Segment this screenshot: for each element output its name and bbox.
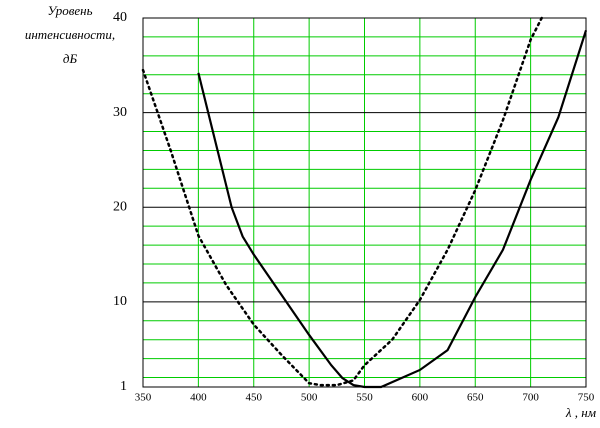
y-tick-label: 10 xyxy=(113,294,127,309)
y-tick-label: 1 xyxy=(120,379,127,394)
y-axis-label: дБ xyxy=(63,51,78,66)
x-tick-label: 750 xyxy=(578,392,595,404)
x-tick-label: 500 xyxy=(301,392,318,404)
data-line xyxy=(141,16,543,387)
y-tick-label: 20 xyxy=(113,199,127,214)
x-tick-label: 450 xyxy=(246,392,263,404)
x-tick-label: 550 xyxy=(356,392,373,404)
x-tick-label: 350 xyxy=(135,392,152,404)
y-tick-label: 30 xyxy=(113,105,127,120)
y-tick-label: 40 xyxy=(113,10,127,25)
x-tick-label: 400 xyxy=(190,392,207,404)
y-axis-label: Уровень xyxy=(47,3,92,18)
x-axis-label: λ , нм xyxy=(565,405,596,420)
x-tick-label: 600 xyxy=(412,392,429,404)
y-axis-label: интенсивности, xyxy=(25,27,115,42)
x-tick-label: 650 xyxy=(467,392,484,404)
data-line xyxy=(197,29,588,389)
x-tick-label: 700 xyxy=(522,392,539,404)
